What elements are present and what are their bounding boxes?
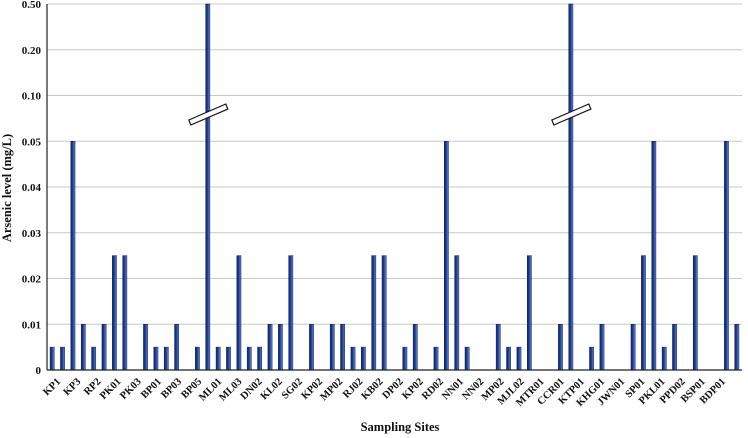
x-axis-title: Sampling Sites <box>361 420 440 434</box>
x-tick-label: KP1 <box>41 376 63 398</box>
axis-break-mark <box>188 103 229 126</box>
bar <box>454 255 460 371</box>
bar <box>329 324 335 371</box>
y-tick-label: 0.05 <box>22 136 42 148</box>
x-tick-label: SG02 <box>280 376 305 401</box>
bar <box>174 324 180 371</box>
bar <box>226 346 231 371</box>
x-tick-label: KL02 <box>259 376 285 402</box>
bar <box>153 346 159 371</box>
bar <box>402 346 408 371</box>
x-tick-label: ML03 <box>217 376 244 403</box>
y-tick-label: 0.01 <box>22 319 41 331</box>
bar <box>122 255 128 371</box>
bar <box>651 141 657 371</box>
bar <box>734 324 740 371</box>
y-tick-label: 0.04 <box>22 182 42 194</box>
bar <box>350 346 356 371</box>
bar <box>506 346 511 371</box>
bar <box>724 141 729 371</box>
x-tick-label: PK01 <box>98 376 124 402</box>
bar <box>101 324 107 371</box>
y-tick-label: 0.20 <box>22 45 42 57</box>
bar <box>371 255 377 371</box>
bar <box>60 346 65 371</box>
x-tick-label: BP01 <box>139 376 164 401</box>
x-tick-label: BP03 <box>159 376 184 401</box>
bar <box>288 255 294 371</box>
bar <box>49 346 55 371</box>
bar <box>641 255 646 371</box>
x-tick-label: NN01 <box>440 376 466 402</box>
bar <box>444 141 449 371</box>
bar <box>309 324 314 371</box>
bar <box>236 255 242 371</box>
grid-lines <box>47 3 742 325</box>
x-tick-label: RD02 <box>420 376 446 402</box>
x-tick-label: DN02 <box>239 376 265 402</box>
bar <box>267 324 273 371</box>
bar <box>433 346 439 371</box>
y-tick-label: 0 <box>36 365 42 377</box>
bar <box>589 346 594 371</box>
y-tick-labels: 0 0.01 0.02 0.03 0.04 0.05 0.10 0.20 0.50 <box>22 0 42 377</box>
bar <box>692 255 698 371</box>
x-tick-label: DP02 <box>381 376 406 401</box>
y-tick-label: 0.50 <box>22 0 42 11</box>
bar <box>516 346 522 371</box>
bar <box>381 255 387 371</box>
bar <box>80 324 86 371</box>
y-tick-label: 0.03 <box>22 228 42 240</box>
axis-break-mark <box>551 103 592 126</box>
axis-break-marks <box>188 103 592 126</box>
bar <box>412 324 418 371</box>
bar <box>91 346 97 371</box>
bar <box>143 324 148 371</box>
bar <box>163 346 169 371</box>
x-tick-labels: KP1KP3RP2PK01PK03BP01BP03BP05ML01ML03DN0… <box>41 376 728 409</box>
y-tick-label: 0.02 <box>22 274 42 286</box>
bar <box>257 346 262 371</box>
bar <box>340 324 345 371</box>
x-tick-label: PK03 <box>118 376 144 402</box>
bar <box>215 346 221 371</box>
bar <box>112 255 117 371</box>
bar <box>495 324 501 371</box>
x-tick-label: KP02 <box>400 376 426 402</box>
y-tick-label: 0.10 <box>22 91 42 103</box>
bar <box>195 346 200 371</box>
bar <box>527 255 532 371</box>
bar <box>246 346 252 371</box>
x-tick-label: KP3 <box>62 376 84 398</box>
bar <box>70 141 76 371</box>
y-axis-title: Arsenic level (mg/L) <box>0 134 14 242</box>
bar <box>464 346 470 371</box>
bar <box>568 3 574 371</box>
bar <box>278 324 283 371</box>
bar <box>599 324 605 371</box>
x-tick-label: KB02 <box>360 376 386 402</box>
bar <box>630 324 636 371</box>
x-tick-label: MP02 <box>319 376 346 403</box>
bar <box>661 346 667 371</box>
bar <box>672 324 677 371</box>
bar <box>205 3 211 371</box>
bar <box>361 346 366 371</box>
bar <box>558 324 563 371</box>
